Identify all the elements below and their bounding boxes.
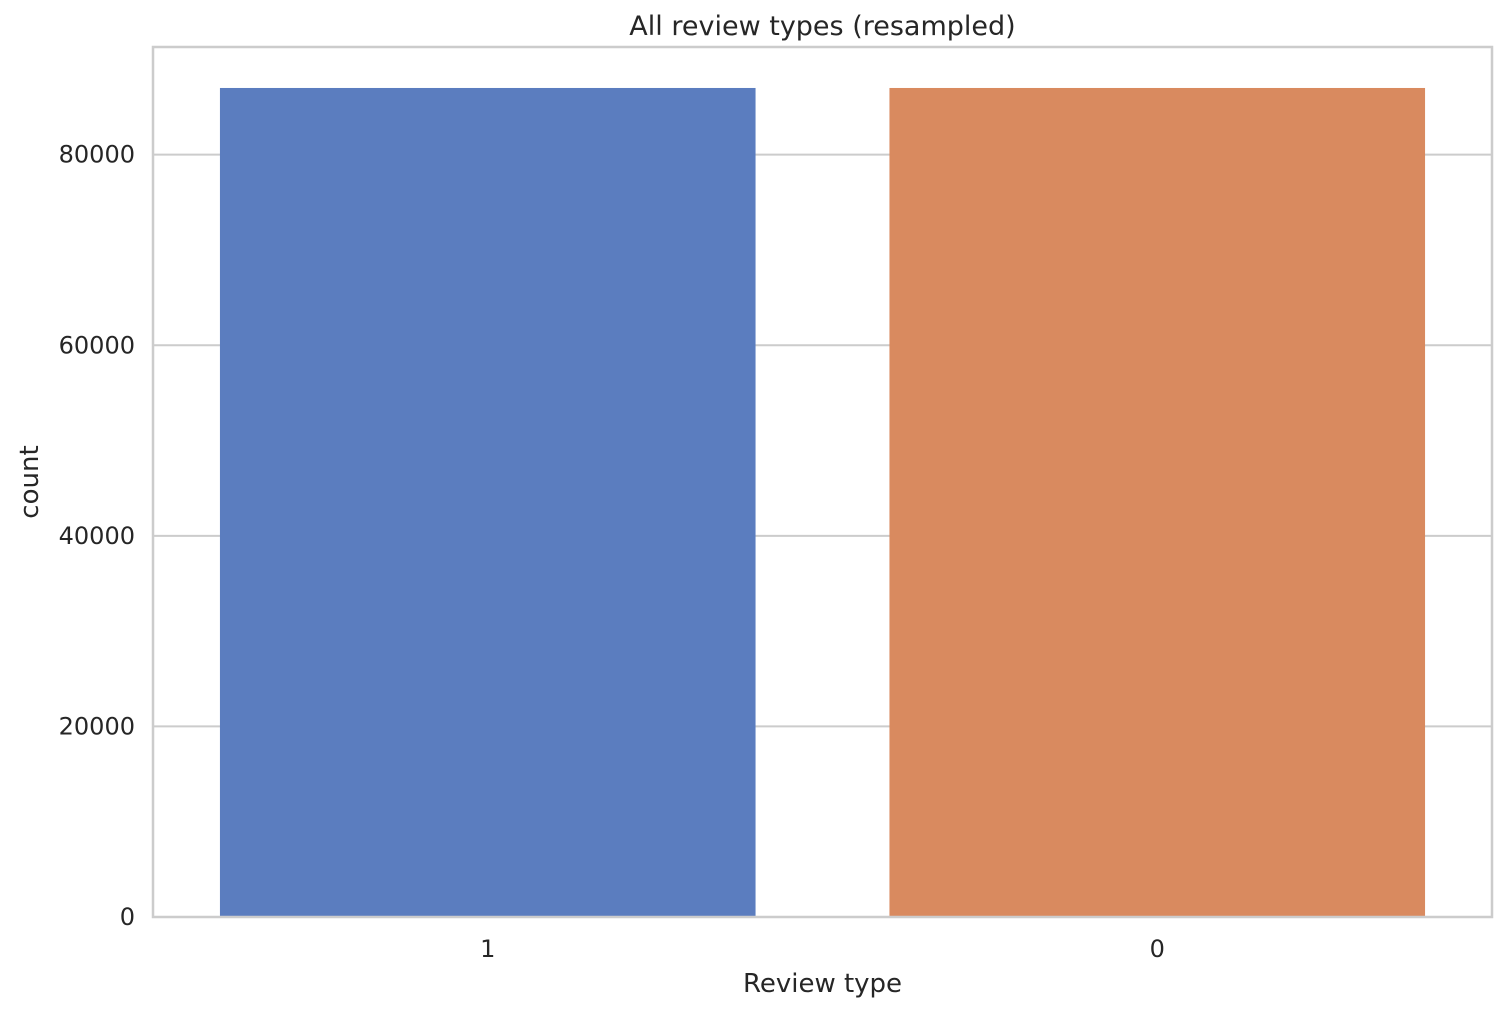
y-tick-labels: 0 20000 40000 60000 80000	[59, 141, 135, 931]
y-tick-label: 0	[120, 903, 135, 931]
y-tick-label: 20000	[59, 712, 135, 740]
x-tick-label: 1	[480, 935, 495, 963]
x-axis-label: Review type	[743, 969, 902, 999]
y-axis-label: count	[15, 445, 45, 518]
x-tick-label: 0	[1150, 935, 1165, 963]
y-tick-label: 80000	[59, 141, 135, 169]
bars	[219, 87, 1426, 918]
plot-frame	[151, 45, 1494, 919]
bar-1	[219, 87, 756, 918]
y-tick-label: 60000	[59, 331, 135, 359]
y-tick-label: 40000	[59, 522, 135, 550]
chart-title: All review types (resampled)	[629, 11, 1015, 42]
bar-0	[889, 87, 1426, 918]
